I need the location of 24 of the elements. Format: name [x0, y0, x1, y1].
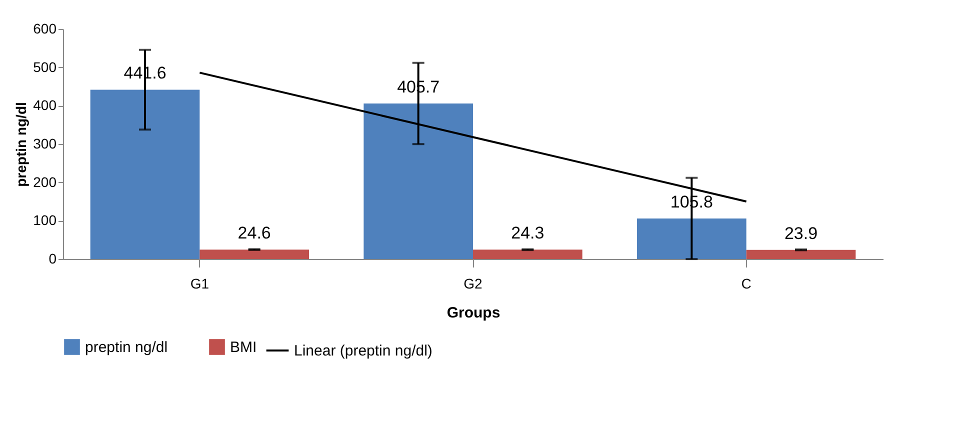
y-tick-label: 300: [33, 136, 57, 152]
x-tick-label: C: [741, 276, 752, 292]
y-tick-label: 200: [33, 174, 57, 190]
legend-label: preptin ng/dl: [85, 339, 168, 356]
bar: [364, 103, 473, 259]
y-tick-label: 400: [33, 97, 57, 114]
bar: [637, 218, 746, 259]
x-axis-title: Groups: [446, 304, 500, 322]
bar: [746, 250, 856, 259]
x-tick-label: G1: [190, 276, 210, 292]
data-label: 23.9: [784, 224, 818, 243]
y-tick-label: 500: [33, 58, 57, 75]
y-axis-title: preptin ng/dl: [13, 102, 30, 187]
y-tick-label: 0: [48, 250, 57, 266]
legend-label: Linear (preptin ng/dl): [294, 342, 432, 360]
bar: [200, 250, 309, 259]
y-tick-label: 100: [33, 212, 57, 228]
legend-label: BMI: [230, 339, 257, 356]
data-label: 24.6: [238, 224, 271, 243]
bar: [90, 90, 200, 259]
data-label: 24.3: [511, 224, 544, 243]
y-tick-label: 600: [33, 20, 57, 36]
x-tick-label: G2: [464, 276, 483, 292]
bar: [473, 250, 582, 259]
